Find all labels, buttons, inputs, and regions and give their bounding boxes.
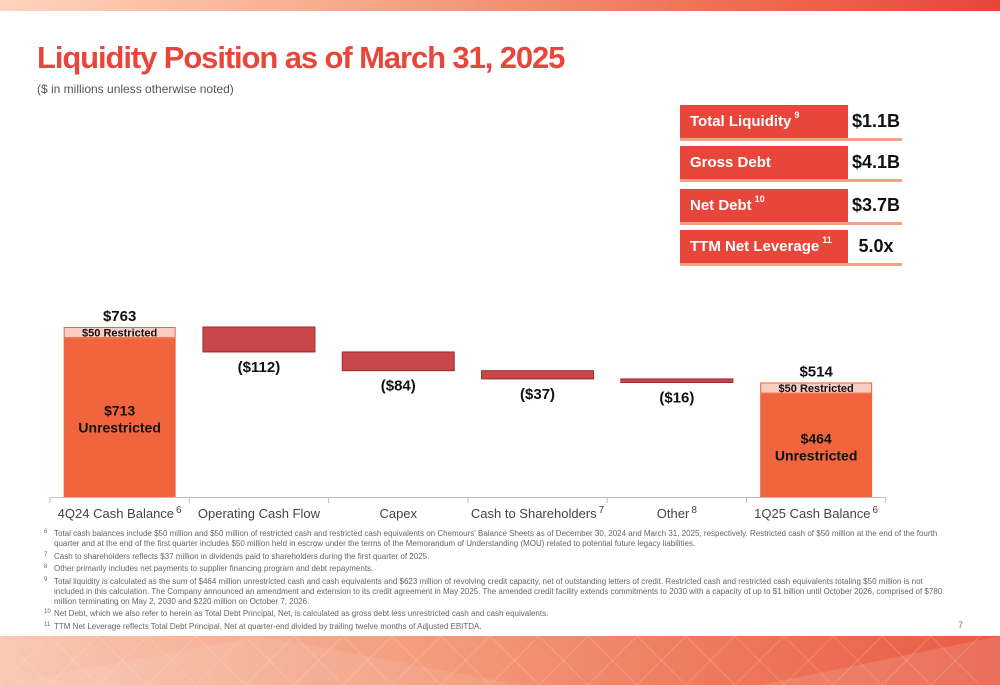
bar-decrease xyxy=(341,351,455,372)
metric-value: $4.1B xyxy=(850,146,902,179)
metric-underline xyxy=(680,263,902,266)
metric-net-debt: Net Debt 10 $3.7B xyxy=(680,189,902,225)
bottom-pattern xyxy=(0,636,1000,685)
metric-ttm-net-leverage: TTM Net Leverage 11 5.0x xyxy=(680,230,902,266)
bar-unrestricted xyxy=(63,338,176,497)
unrestricted-text-label: Unrestricted xyxy=(775,447,857,463)
change-label: ($84) xyxy=(381,378,416,395)
unrestricted-value-label: $464 xyxy=(801,430,832,446)
page-title: Liquidity Position as of March 31, 2025 xyxy=(37,40,565,75)
footnote-6: 6 Total cash balances include $50 million… xyxy=(44,529,938,548)
metric-gross-debt: Gross Debt $4.1B xyxy=(680,146,902,182)
restricted-label: $50 Restricted xyxy=(82,328,157,340)
footnote-11: 11 TTM Net Leverage reflects Total Debt P… xyxy=(44,621,482,631)
top-accent-bar xyxy=(0,0,1000,11)
page-number: 7 xyxy=(958,620,964,630)
footnote-10: 10 Net Debt, which we also refer to herei… xyxy=(44,609,549,618)
bar-decrease xyxy=(620,378,734,383)
metric-label: Total Liquidity 9 xyxy=(680,105,848,138)
waterfall-chart: $50 Restricted$763$713Unrestricted($112)… xyxy=(49,308,887,503)
metric-underline xyxy=(680,179,902,182)
metric-value: 5.0x xyxy=(850,230,902,263)
metric-value: $3.7B xyxy=(850,189,902,222)
restricted-label: $50 Restricted xyxy=(779,383,854,395)
footnote-8: 8 Other primarily includes net payments t… xyxy=(44,564,374,573)
x-tick-label: 4Q24 Cash Balance 6 xyxy=(57,505,182,522)
metric-value: $1.1B xyxy=(850,105,902,138)
metric-underline xyxy=(680,222,902,225)
bar-restricted xyxy=(760,382,873,394)
metric-label: Gross Debt xyxy=(680,146,848,179)
bar-decrease xyxy=(481,370,595,380)
change-label: ($16) xyxy=(659,389,694,406)
x-tick-label: 1Q25 Cash Balance 6 xyxy=(754,505,879,522)
metric-underline xyxy=(680,138,902,141)
unrestricted-value-label: $713 xyxy=(104,403,135,419)
x-tick-label: Capex xyxy=(379,506,418,521)
bar-unrestricted xyxy=(760,393,873,497)
x-tick-label: Other 8 xyxy=(656,505,697,522)
metric-label: TTM Net Leverage 11 xyxy=(680,230,848,263)
total-label: $763 xyxy=(103,308,136,325)
metric-label: Net Debt 10 xyxy=(680,189,848,222)
total-label: $514 xyxy=(799,363,833,380)
x-tick-label: Operating Cash Flow xyxy=(197,506,320,521)
footnote-9: 9 Total liquidity is calculated as the su… xyxy=(44,576,943,606)
page-subtitle: ($ in millions unless otherwise noted) xyxy=(37,82,234,96)
bottom-decorative-band xyxy=(0,636,1000,685)
unrestricted-text-label: Unrestricted xyxy=(78,420,160,436)
footnote-7: 7 Cash to shareholders reflects $37 milli… xyxy=(44,551,430,561)
bar-restricted xyxy=(63,327,176,339)
change-label: ($37) xyxy=(520,386,555,403)
bar-decrease xyxy=(202,326,316,353)
change-label: ($112) xyxy=(238,359,281,376)
footnotes: 6 Total cash balances include $50 million… xyxy=(44,529,944,634)
x-tick-label: Cash to Shareholders 7 xyxy=(470,505,605,522)
metric-total-liquidity: Total Liquidity 9 $1.1B xyxy=(680,105,902,141)
